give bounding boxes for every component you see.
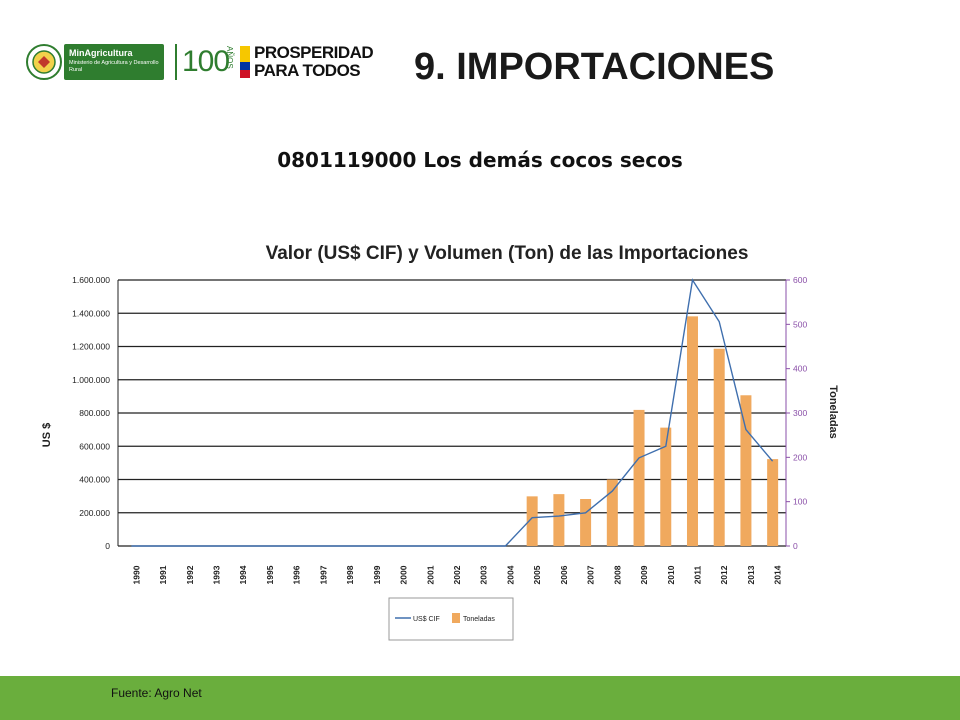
x-tick-label: 2007 [586,565,596,584]
bar [553,494,565,546]
y-right-tick-label: 0 [793,541,798,551]
x-tick-label: 2000 [399,565,409,584]
100-anos-logo-number: 100 [182,45,230,78]
y-right-tick-label: 600 [793,275,807,285]
legend-label-toneladas: Toneladas [463,616,495,623]
y-left-tick-label: 1.200.000 [72,342,110,352]
x-tick-label: 2008 [612,565,622,584]
logo-divider [175,44,177,80]
chart-title: Valor (US$ CIF) y Volumen (Ton) de las I… [266,243,749,264]
y-left-tick-label: 0 [105,541,110,551]
x-tick-label: 1998 [345,565,355,584]
minagricultura-logo-title: MinAgricultura [69,48,133,58]
bar [767,459,779,546]
colombia-flag-icon [240,46,250,78]
x-tick-label: 2002 [452,565,462,584]
x-tick-label: 2006 [559,565,569,584]
y-right-tick-label: 400 [793,364,807,374]
bar [686,316,698,546]
x-tick-label: 2001 [425,565,435,584]
slide-title: 9. IMPORTACIONES [414,46,775,88]
y-left-tick-label: 200.000 [79,508,110,518]
bar [713,348,725,546]
line-series-us-cif [131,278,774,547]
x-tick-label: 2009 [639,565,649,584]
x-tick-label: 2012 [719,565,729,584]
x-tick-label: 1996 [292,565,302,584]
x-tick-label: 1993 [212,565,222,584]
prosperidad-text: PROSPERIDAD [254,43,374,62]
imports-chart: Valor (US$ CIF) y Volumen (Ton) de las I… [41,243,839,641]
x-tick-label: 1994 [238,565,248,584]
bar [606,479,618,546]
prosperidad-para-todos-logo: PROSPERIDAD PARA TODOS [254,43,374,80]
y-left-tick-label: 400.000 [79,475,110,485]
y-left-axis-label: US $ [41,423,53,447]
colombia-seal-icon [26,44,62,80]
para-todos-text: PARA TODOS [254,61,361,80]
x-tick-label: 1992 [185,565,195,584]
y-right-axis-label: Toneladas [827,385,839,439]
footer-bar [0,676,960,720]
x-tick-label: 1990 [131,565,141,584]
x-tick-label: 2005 [532,565,542,584]
source-note: Fuente: Agro Net [111,686,202,700]
legend-box [388,597,514,641]
bar [740,395,752,546]
x-tick-label: 2003 [479,565,489,584]
bar [633,409,645,546]
x-tick-label: 2013 [746,565,756,584]
slide-subtitle: 0801119000 Los demás cocos secos [277,148,683,172]
x-tick-label: 1995 [265,565,275,584]
minagricultura-logo-subtitle: Ministerio de Agricultura y Desarrollo R… [69,60,159,73]
bar [660,427,672,546]
x-tick-label: 1999 [372,565,382,584]
legend-label-us-cif: US$ CIF [413,616,440,623]
y-right-tick-label: 500 [793,319,807,329]
minagricultura-logo: MinAgricultura Ministerio de Agricultura… [64,44,164,80]
bar [580,499,592,546]
x-tick-label: 2010 [666,565,676,584]
y-left-tick-label: 1.400.000 [72,308,110,318]
x-tick-label: 1997 [318,565,328,584]
bar [526,496,538,546]
100-anos-logo-text: AÑOS [225,46,234,69]
y-right-tick-label: 100 [793,497,807,507]
y-right-tick-label: 200 [793,452,807,462]
x-tick-label: 1991 [158,565,168,584]
legend-bar-swatch [452,613,460,623]
y-left-tick-label: 800.000 [79,408,110,418]
x-tick-label: 2004 [505,565,515,584]
y-right-tick-label: 300 [793,408,807,418]
y-left-tick-label: 600.000 [79,441,110,451]
y-left-tick-label: 1.600.000 [72,275,110,285]
y-left-tick-label: 1.000.000 [72,375,110,385]
x-tick-label: 2011 [692,566,702,585]
x-tick-label: 2014 [773,565,783,584]
